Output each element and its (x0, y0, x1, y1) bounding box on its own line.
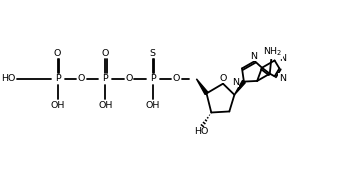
Text: N: N (250, 52, 258, 61)
Text: O: O (54, 49, 61, 58)
Text: NH$_2$: NH$_2$ (263, 46, 282, 58)
Text: O: O (101, 49, 109, 58)
Polygon shape (196, 79, 208, 94)
Text: HO: HO (1, 74, 16, 83)
Text: P: P (150, 74, 156, 83)
Text: O: O (173, 74, 180, 83)
Text: N: N (279, 54, 286, 63)
Text: O: O (78, 74, 85, 83)
Text: P: P (55, 74, 61, 83)
Polygon shape (234, 80, 245, 95)
Text: N: N (232, 78, 239, 87)
Text: OH: OH (146, 101, 160, 110)
Text: O: O (220, 74, 227, 83)
Text: OH: OH (50, 101, 65, 110)
Text: HO: HO (194, 127, 208, 136)
Text: S: S (150, 49, 156, 58)
Text: P: P (102, 74, 108, 83)
Text: OH: OH (98, 101, 112, 110)
Text: N: N (279, 74, 286, 83)
Text: O: O (125, 74, 132, 83)
